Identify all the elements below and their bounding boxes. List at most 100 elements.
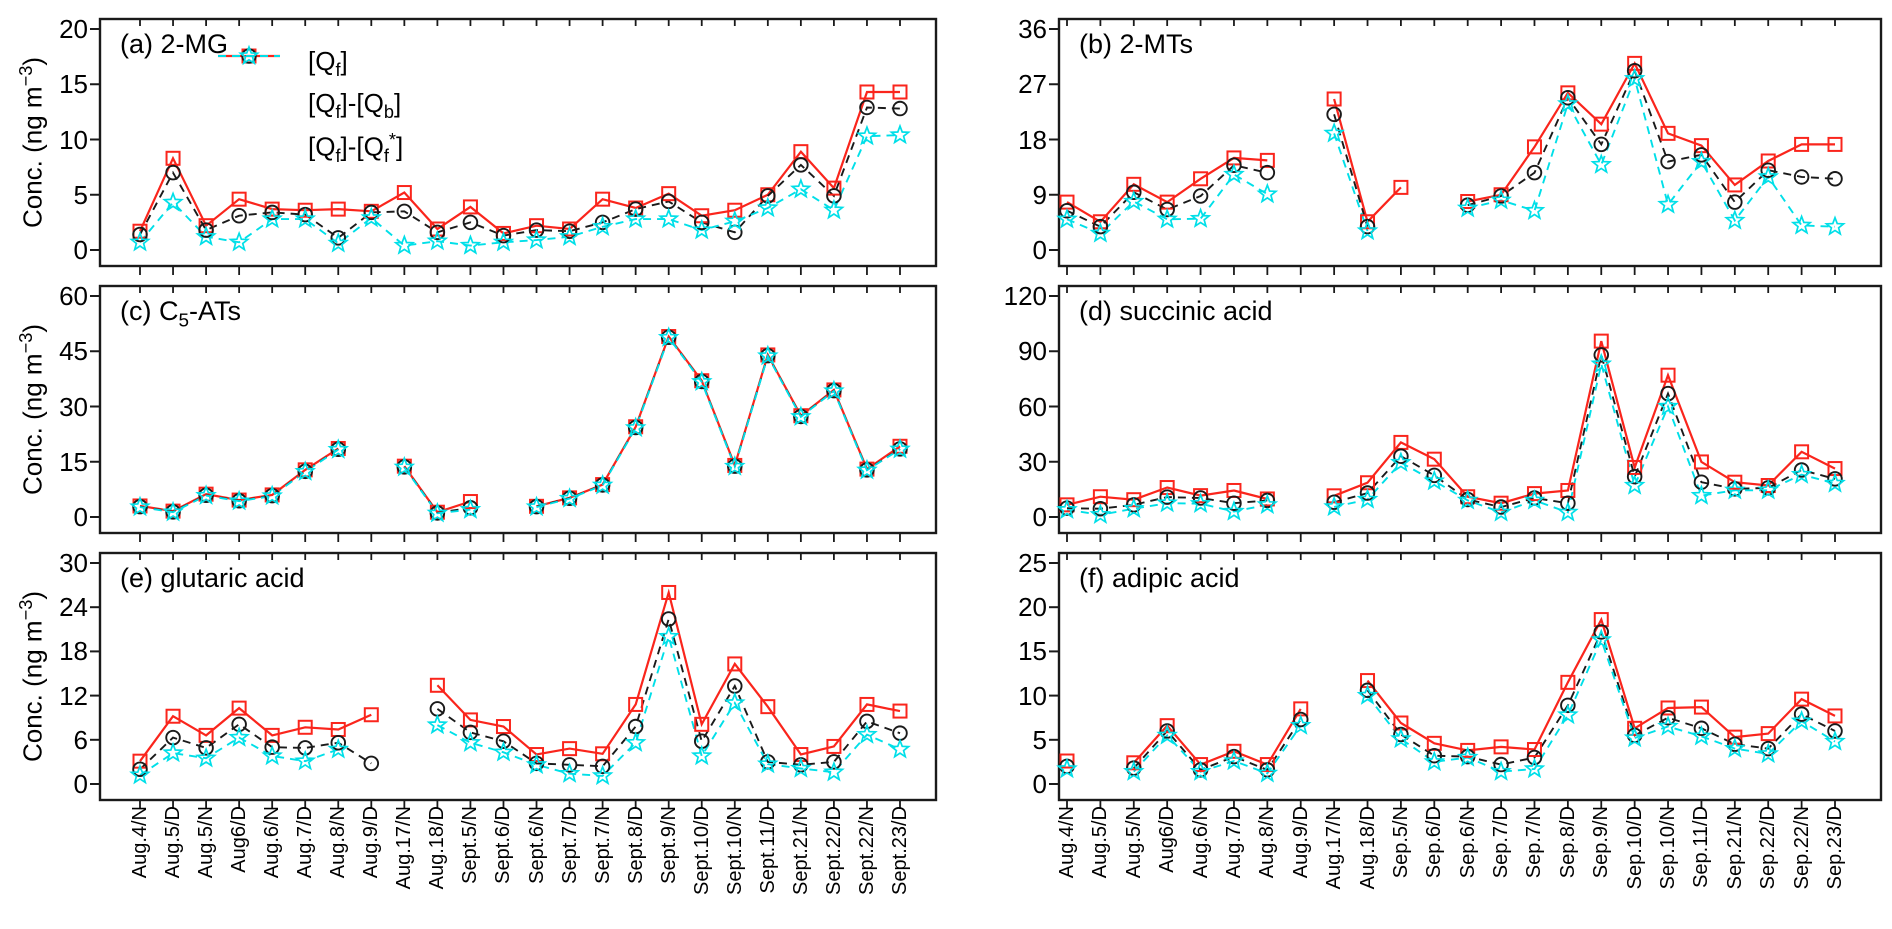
panel-f-square-marker [1460,742,1476,758]
panel-b-star-marker [1189,207,1212,228]
panel-b-star-marker [1657,193,1679,214]
xtick-label-left-9: Aug.18/D [426,806,449,890]
panel-b-square-marker [1259,152,1275,168]
panel-e-circle-marker [330,734,347,751]
panel-a-star-marker [492,230,515,252]
xtick-label-right-1: Aug.5/D [1089,806,1112,879]
panel-e-star-marker [591,764,614,786]
panel-f-star-marker [1723,737,1746,758]
panel-d-star-marker [1323,495,1345,517]
panel-b-circle-marker [1693,147,1710,163]
xtick-label-right-14: Sep.7/N [1523,806,1546,879]
panel-a-star-marker [657,207,680,229]
panel-e-title: (e) glutaric acid [120,563,305,593]
panel-a-circle-marker [198,222,214,238]
panel-d-square-marker [1092,489,1108,505]
panel-b-star-marker [1557,92,1579,114]
panel-d-plot [1049,284,1883,542]
panel-e-square-marker [694,716,710,732]
panel-b-star-marker [1723,209,1746,230]
legend-label-qf_qb: [Qf]-[Qb] [308,88,402,123]
panel-e-ytick-12: 12 [59,680,88,711]
panel-d-circle-marker [1226,495,1242,511]
xtick-label-left-0: Aug.4/N [129,806,151,879]
panel-f-square-marker [1560,674,1576,690]
panel-b-circle-marker [1793,169,1810,185]
panel-a-title: (a) 2-MG [120,29,228,59]
panel-e-square-marker [165,708,181,724]
panel-a-star-marker [823,198,845,220]
panel-a-star-marker [459,234,482,255]
panel-f-circle-marker [1359,682,1376,699]
panel-b-circle-marker [1526,164,1543,181]
panel-b-line-qf_qb [1467,68,1836,207]
panel-a-circle-marker [793,157,809,173]
panel-f-square-marker [1126,755,1142,771]
xtick-label-left-21: Sept.22/D [822,806,845,895]
xtick-label-right-2: Aug.5/N [1122,806,1145,879]
xtick-label-right-21: Sep.22/D [1757,806,1780,890]
panel-b-circle-marker [1827,171,1843,187]
xtick-label-right-15: Sep.8/D [1556,806,1579,879]
panel-c-star-marker [690,370,713,392]
xtick-label-left-22: Sept.22/N [855,806,878,895]
panel-f-line-qf [1366,616,1836,752]
panel-d-star-marker [1590,352,1613,374]
xtick-label-right-23: Sep.23/D [1824,806,1846,890]
xtick-label-left-8: Aug.17/N [393,806,416,890]
xtick-label-left-17: Sept.10/D [690,806,713,895]
panel-f-line-qf_qfs [1366,637,1836,773]
panel-a-circle-marker [627,201,644,217]
panel-c-star-marker [393,455,416,477]
xtick-label-right-11: Sep.6/D [1423,806,1446,879]
xtick-label-right-6: Aug.8/N [1256,806,1279,879]
panel-b-star-marker [1223,163,1245,184]
panel-d-star-marker [1423,469,1446,491]
panel-c-line-qf_qfs [403,466,471,515]
panel-b-ytick-0: 0 [1032,235,1047,265]
xtick-label-left-12: Sept.6/N [525,806,548,884]
panel-b-circle-marker [1159,201,1175,218]
panel-e-square-marker [529,747,545,763]
panel-e-ytick-30: 30 [59,548,88,578]
panel-d-square-marker [1126,492,1142,508]
panel-e-line-qf_qfs [139,736,339,776]
panel-d: 0 30 60 90 120 (d) succinic acid [1004,283,1883,542]
panel-b-circle-marker [1560,90,1576,106]
panel-f-circle-marker [1693,720,1710,737]
panel-e-star-marker [856,723,878,744]
panel-d-star-marker [1056,498,1078,520]
panel-b-star-marker [1590,153,1613,174]
panel-c-line-qf_qb [139,448,339,513]
xtick-label-right-0: Aug.4/N [1056,806,1078,879]
panel-f-star-marker [1690,724,1713,746]
panel-f-square-marker [1059,753,1075,769]
panel-b-circle-marker [1226,157,1242,174]
panel-e-star-marker [790,757,812,778]
panel-d-square-marker [1794,444,1810,460]
panel-c-star-marker [162,500,184,522]
panel-d-circle-marker [1092,500,1109,517]
panel-b-square-marker [1326,91,1342,107]
panel-a-square-marker [727,202,743,218]
panel-d-star-marker [1790,463,1813,484]
panel-d-star-marker [1223,500,1245,521]
panel-e-circle-marker [561,757,578,773]
panel-f-square-marker [1660,700,1676,716]
panel-d-square-marker [1426,451,1442,467]
panel-d-star-marker [1557,500,1579,522]
panel-e-ytick-18: 18 [59,636,88,667]
panel-b-circle-marker [1660,153,1676,170]
panel-b-circle-marker [1092,218,1109,235]
xtick-label-left-1: Aug.5/D [162,806,185,879]
panel-e-circle-marker [297,740,313,756]
panel-f-circle-marker [1760,740,1776,757]
legend-circle-icon [218,48,294,119]
panel-f-square-marker [1760,726,1776,742]
panel-d-star-marker [1824,472,1846,493]
panel-e-star-marker [756,752,779,774]
xtick-label-left-5: Aug.7/D [294,806,317,879]
panel-a-square-marker [198,218,214,234]
panel-b-ytick-36: 36 [1018,14,1047,44]
panel-d-ytick-90: 90 [1018,336,1047,367]
